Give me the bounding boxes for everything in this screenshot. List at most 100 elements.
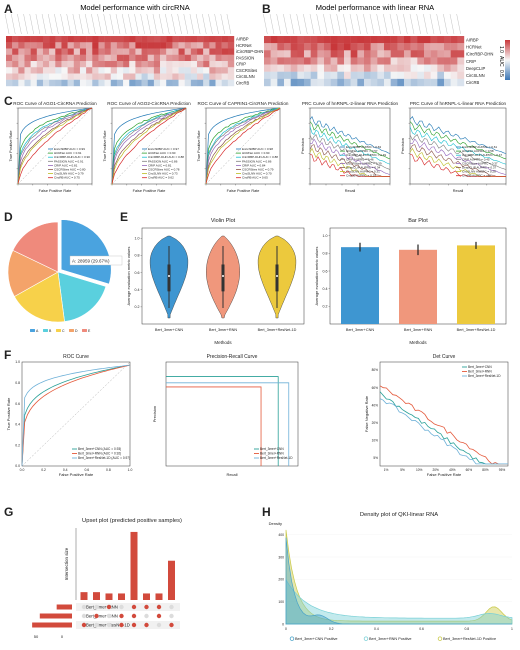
heatmap-cell: [203, 48, 210, 55]
y-tick-label: 0.8: [135, 254, 140, 258]
density-y-tick-label: 300: [278, 555, 284, 559]
heatmap-cell: [141, 48, 148, 55]
heatmap-cell: [42, 79, 50, 87]
column-label-tick: [189, 13, 195, 35]
legend-entry: B: [49, 329, 52, 333]
legend-entry: CircSLNN AUC = 0.79: [54, 172, 84, 176]
heatmap-cell: [98, 67, 105, 74]
heatmap-cell: [86, 48, 93, 55]
violin-box: [221, 264, 225, 292]
legend-entry: HCRNet AUPRC = 0.58: [462, 149, 494, 153]
legend-entry: HCRNet AUC = 0.90: [148, 151, 176, 155]
heatmap-cell: [92, 73, 99, 80]
heatmap-cell: [123, 48, 130, 55]
heatmap-cell: [424, 64, 431, 72]
violin-x-tick-label: Bert_3mer+CNN: [155, 328, 183, 332]
heatmap-cell: [450, 71, 458, 80]
heatmap-cell: [270, 50, 278, 58]
heatmap-cell: [357, 71, 365, 80]
heatmap-cell: [209, 67, 216, 74]
legend-entry: PASSION AUC = 0.86: [148, 159, 178, 163]
det-x-tick-label: 40%: [449, 468, 456, 472]
heatmap-cell: [153, 73, 161, 80]
heatmap-cell: [104, 42, 111, 49]
column-label-tick: [195, 13, 201, 35]
heatmap-cell: [337, 36, 345, 44]
roc-series-line: [111, 107, 187, 185]
heatmap-cell: [317, 36, 325, 44]
column-label-tick: [263, 13, 268, 35]
det-y-tick-label: 5%: [373, 456, 378, 460]
heatmap-cell: [350, 78, 358, 87]
colorbar-title: AUC: [498, 56, 504, 67]
heatmap-cell: [141, 67, 148, 74]
heatmap-cell: [264, 71, 271, 80]
heatmap-cell: [86, 61, 93, 68]
column-label-tick: [115, 13, 121, 35]
heatmap-cell: [24, 61, 31, 68]
heatmap-cell: [123, 67, 130, 74]
heatmap-cell: [116, 79, 124, 87]
heatmap-cell: [36, 36, 44, 43]
heatmap-cell: [104, 67, 111, 74]
pie-tooltip-box: [69, 255, 123, 266]
heatmap-cell: [370, 50, 378, 58]
heatmap-cell: [153, 48, 161, 55]
panel-d-legend: A B C D E: [30, 329, 91, 333]
heatmap-cell: [203, 67, 210, 74]
heatmap-cell: [67, 54, 74, 62]
heatmap-cell: [450, 50, 458, 58]
violin-median: [168, 275, 170, 277]
roc-x-tick-label: 1.0: [128, 468, 133, 472]
heatmap-cell: [197, 48, 204, 55]
column-label-tick: [35, 13, 41, 35]
legend-entry: Bert_3mer+ResNet-1D: [468, 374, 501, 378]
bar-title: Bar Plot: [408, 218, 428, 224]
heatmap-cell: [304, 71, 311, 80]
column-label-tick: [48, 13, 53, 35]
legend-entry: HCRNet AUPRC = 0.57: [346, 149, 378, 153]
heatmap-cell: [357, 50, 365, 58]
heatmap-cell: [49, 79, 56, 87]
roc-series-line: [111, 107, 187, 185]
heatmap-cell: [129, 48, 136, 55]
pie-slice: [13, 271, 65, 323]
heatmap-cell: [30, 73, 38, 80]
upset-intersection-bar: [168, 560, 175, 600]
heatmap-cell: [147, 61, 155, 68]
roc-series-line: [205, 107, 281, 185]
legend-entry: Bert_3mer+RNN (AUC = 0.92): [78, 452, 121, 456]
column-label-tick: [383, 13, 388, 35]
heatmap-cell: [73, 42, 81, 49]
bar-x-label: Methods: [409, 340, 427, 345]
heatmap-cell: [344, 78, 351, 87]
panel-letter-a: A: [4, 2, 13, 16]
prc-series-line: [309, 121, 391, 160]
heatmap-cell: [172, 79, 179, 87]
det-curve: [379, 385, 508, 465]
heatmap-cell: [30, 42, 38, 49]
panel-letter-g: G: [4, 505, 14, 519]
heatmap-cell: [172, 48, 179, 55]
heatmap-cell: [18, 36, 25, 43]
heatmap-cell: [417, 36, 425, 44]
heatmap-cell: [98, 73, 105, 80]
det-y-tick-label: 80%: [372, 368, 379, 372]
roc-series-line: [17, 107, 93, 184]
upset-dot: [169, 604, 174, 610]
heatmap-cell: [277, 57, 285, 65]
heatmap-row-label: iCircRBP-DHN: [466, 52, 493, 57]
heatmap-cell: [209, 42, 216, 49]
prc-series-line: [409, 121, 507, 160]
heatmap-cell: [444, 78, 451, 87]
heatmap-cell: [6, 36, 13, 43]
heatmap-cell: [147, 54, 155, 62]
upset-set-size-bar: [32, 622, 72, 628]
y-tick-label: 0.4: [135, 288, 140, 292]
upset-matrix-row: [76, 621, 180, 629]
heatmap-cell: [310, 57, 318, 65]
heatmap-cell: [153, 36, 161, 43]
upset-dot: [119, 604, 124, 610]
heatmap-cell: [424, 36, 431, 44]
heatmap-cell: [92, 48, 99, 55]
